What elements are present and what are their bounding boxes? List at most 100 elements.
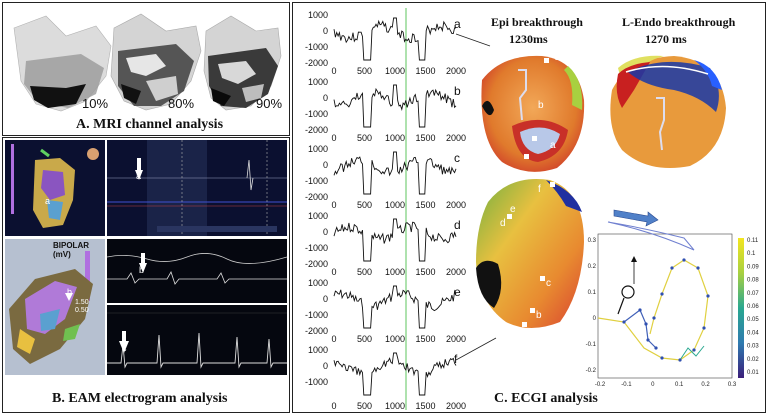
mri-heart-90pct bbox=[203, 15, 282, 111]
pct-label-80: 80% bbox=[168, 96, 195, 111]
scatter-y-tick: -0.2 bbox=[586, 368, 597, 374]
ecg-y-tick: 1000 bbox=[308, 77, 328, 87]
svg-text:d: d bbox=[500, 218, 506, 229]
eam-map-top bbox=[11, 144, 99, 228]
ecg-y-tick: 0 bbox=[323, 294, 328, 304]
ecg-y-tick: -1000 bbox=[305, 176, 328, 186]
ecg-y-tick: 1000 bbox=[308, 211, 328, 221]
eam-egm-c bbox=[107, 312, 287, 369]
ecg-trace-a bbox=[333, 17, 457, 61]
egm-marker-c: c bbox=[122, 343, 127, 353]
eam-egm-b bbox=[107, 253, 287, 285]
endo-title-1: L-Endo breakthrough bbox=[622, 15, 736, 29]
ecg-trace-label: b bbox=[454, 84, 461, 98]
ecg-y-tick: -2000 bbox=[305, 125, 328, 135]
scatter-x-tick: -0.2 bbox=[595, 382, 606, 388]
svg-text:c: c bbox=[546, 278, 551, 289]
ecg-x-tick: 500 bbox=[357, 267, 372, 277]
panel-b-caption: B. EAM electrogram analysis bbox=[52, 391, 228, 406]
ecg-x-tick: 1000 bbox=[385, 267, 405, 277]
colorbar-tick: 0.08 bbox=[747, 278, 759, 284]
panel-a-caption: A. MRI channel analysis bbox=[76, 117, 224, 132]
panel-c-frame bbox=[292, 2, 766, 413]
panel-a-frame bbox=[2, 2, 290, 136]
colorbar-tick: 0.07 bbox=[747, 291, 759, 297]
ecg-trace-d bbox=[333, 218, 457, 262]
ecg-x-tick: 0 bbox=[331, 200, 336, 210]
pct-label-90: 90% bbox=[256, 96, 283, 111]
ecg-x-tick: 1000 bbox=[385, 66, 405, 76]
ecg-trace-label: d bbox=[454, 218, 461, 232]
scatter-x-tick: 0 bbox=[651, 382, 655, 388]
ecg-y-tick: -2000 bbox=[305, 259, 328, 269]
ecg-x-tick: 1500 bbox=[415, 133, 435, 143]
scatter-y-tick: 0.3 bbox=[588, 238, 597, 244]
ecg-x-tick: 0 bbox=[331, 401, 336, 411]
ecg-y-tick: -1000 bbox=[305, 243, 328, 253]
ecg-y-tick: 1000 bbox=[308, 278, 328, 288]
scatter-y-tick: 0.2 bbox=[588, 264, 597, 270]
epi-letter-c: c bbox=[554, 52, 559, 63]
colorbar-tick: 0.01 bbox=[747, 370, 759, 376]
mri-heart-80pct bbox=[110, 13, 202, 111]
scatter-y-tick: -0.1 bbox=[586, 342, 597, 348]
bipolar-label: BIPOLAR (mV) bbox=[53, 241, 89, 259]
ecg-x-tick: 1500 bbox=[415, 267, 435, 277]
ecg-y-tick: -2000 bbox=[305, 192, 328, 202]
ecg-y-tick: 0 bbox=[323, 361, 328, 371]
ecg-x-tick: 500 bbox=[357, 401, 372, 411]
bipolar-marker-b: b bbox=[67, 287, 73, 297]
bipolar-map-shape bbox=[9, 251, 93, 364]
ecg-x-tick: 1500 bbox=[415, 200, 435, 210]
ecg-x-tick: 2000 bbox=[446, 334, 466, 344]
ecg-x-tick: 500 bbox=[357, 200, 372, 210]
egm-marker-b: b bbox=[139, 265, 145, 275]
ecg-x-tick: 1000 bbox=[385, 133, 405, 143]
ecg-x-tick: 500 bbox=[357, 334, 372, 344]
ecg-x-tick: 500 bbox=[357, 133, 372, 143]
ecg-trace-label: c bbox=[454, 151, 460, 165]
ecg-y-tick: 0 bbox=[323, 93, 328, 103]
ecg-y-tick: -1000 bbox=[305, 42, 328, 52]
eam-egm-screen-top: a bbox=[107, 140, 287, 236]
ecg-trace-c bbox=[333, 151, 457, 195]
ecg-y-tick: -1000 bbox=[305, 109, 328, 119]
mri-heart-10pct bbox=[13, 15, 112, 112]
ecg-y-tick: 1000 bbox=[308, 144, 328, 154]
eam-egm-screen-b: b bbox=[107, 239, 287, 303]
ecg-trace-label: e bbox=[454, 285, 461, 299]
scatter-x-tick: 0.1 bbox=[675, 382, 684, 388]
eam-map-screen-top: a bbox=[5, 140, 105, 236]
ecg-y-tick: -1000 bbox=[305, 310, 328, 320]
colorbar-tick: 0.1 bbox=[747, 251, 756, 257]
ecg-trace-f bbox=[333, 352, 457, 396]
eam-marker-a: a bbox=[45, 196, 51, 206]
panel-b-frame bbox=[2, 137, 290, 413]
ecg-x-tick: 0 bbox=[331, 267, 336, 277]
endo-title-2: 1270 ms bbox=[645, 32, 687, 46]
ecg-trace-e bbox=[333, 285, 457, 329]
ecg-x-tick: 0 bbox=[331, 133, 336, 143]
ecg-x-tick: 2000 bbox=[446, 66, 466, 76]
ecg-y-tick: -2000 bbox=[305, 326, 328, 336]
ecg-x-tick: 1000 bbox=[385, 334, 405, 344]
colorbar-tick: 0.04 bbox=[747, 330, 759, 336]
ecg-x-tick: 2000 bbox=[446, 133, 466, 143]
epi-heart-map bbox=[481, 55, 585, 172]
colorbar-tick: 0.11 bbox=[747, 238, 759, 244]
connector-lines bbox=[455, 33, 497, 361]
ecgi-trajectory-plot: 0.11 0.1 0.09 0.08 0.07 0.06 0.05 0.04 0.03 0.02 0… bbox=[586, 209, 759, 388]
scatter-y-tick: 0.1 bbox=[588, 290, 597, 296]
svg-text:e: e bbox=[510, 204, 516, 215]
epi-heart-lower: f d c b e bbox=[476, 178, 584, 328]
ecg-trace-b bbox=[333, 84, 457, 128]
epi-letter-a: a bbox=[550, 140, 556, 151]
scatter-y-tick: 0 bbox=[593, 316, 597, 322]
eam-egm-screen-c: c bbox=[107, 305, 287, 375]
scatter-x-tick: 0.3 bbox=[728, 382, 737, 388]
ecg-y-tick: 1000 bbox=[308, 10, 328, 20]
colorbar-tick: 0.06 bbox=[747, 304, 759, 310]
ecg-x-tick: 1500 bbox=[415, 66, 435, 76]
ecg-y-tick: -1000 bbox=[305, 377, 328, 387]
